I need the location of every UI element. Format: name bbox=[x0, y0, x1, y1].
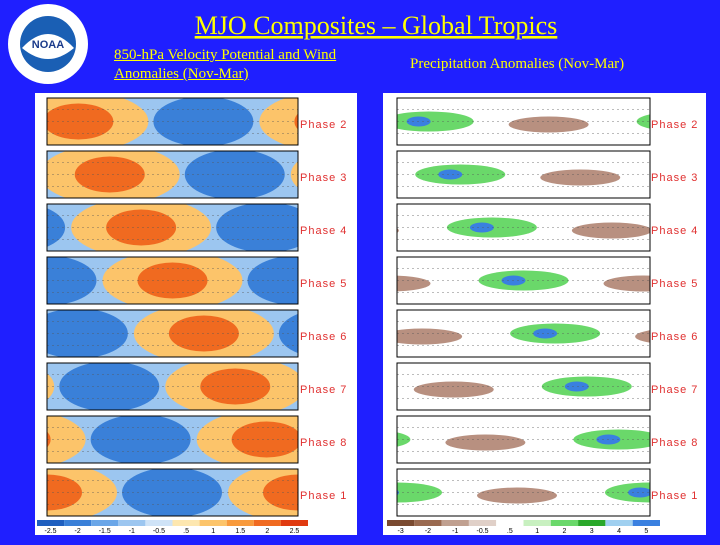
phase-label: Phase 5 bbox=[300, 278, 347, 290]
dry-anomaly bbox=[414, 382, 494, 398]
colorbar-label: 1 bbox=[535, 528, 539, 535]
colorbar-label: -1 bbox=[452, 528, 458, 535]
dry-anomaly bbox=[540, 170, 620, 186]
dry-anomaly bbox=[477, 488, 557, 504]
colorbar-swatch bbox=[605, 520, 632, 526]
phase-label: Phase 6 bbox=[651, 331, 698, 343]
colorbar-label: -3 bbox=[398, 528, 404, 535]
colorbar-label: 1.5 bbox=[235, 528, 245, 535]
colorbar-swatch bbox=[281, 520, 308, 526]
colorbar-label: 5 bbox=[644, 528, 648, 535]
colorbar-swatch bbox=[387, 520, 414, 526]
phase-label: Phase 6 bbox=[300, 331, 347, 343]
colorbar-swatch bbox=[414, 520, 441, 526]
positive-core bbox=[75, 157, 145, 193]
colorbar-swatch bbox=[469, 520, 496, 526]
colorbar-label: -0.5 bbox=[477, 528, 489, 535]
colorbar-swatch bbox=[145, 520, 172, 526]
phase-label: Phase 3 bbox=[651, 172, 698, 184]
colorbar-swatch bbox=[173, 520, 200, 526]
colorbar-label: .5 bbox=[183, 528, 189, 535]
colorbar-swatch bbox=[496, 520, 523, 526]
left-subtitle-box: 850-hPa Velocity Potential and Wind Anom… bbox=[114, 46, 364, 90]
noaa-logo: NOAA bbox=[8, 4, 88, 84]
phase-label: Phase 8 bbox=[300, 437, 347, 449]
left-subtitle: 850-hPa Velocity Potential and Wind Anom… bbox=[114, 46, 364, 84]
phase-label: Phase 7 bbox=[300, 384, 347, 396]
positive-core bbox=[200, 369, 270, 405]
colorbar-label: 2 bbox=[562, 528, 566, 535]
phase-label: Phase 2 bbox=[651, 119, 698, 131]
colorbar-label: -2 bbox=[425, 528, 431, 535]
colorbar-swatch bbox=[551, 520, 578, 526]
dry-anomaly bbox=[445, 435, 525, 451]
phase-label: Phase 1 bbox=[300, 490, 347, 502]
phase-label: Phase 4 bbox=[300, 225, 347, 237]
svg-text:NOAA: NOAA bbox=[32, 39, 64, 51]
colorbar-swatch bbox=[64, 520, 91, 526]
colorbar-swatch bbox=[524, 520, 551, 526]
title: MJO Composites – Global Tropics bbox=[195, 11, 558, 40]
colorbar-label: -2 bbox=[75, 528, 81, 535]
colorbar-label: -0.5 bbox=[153, 528, 165, 535]
right-subtitle: Precipitation Anomalies (Nov-Mar) bbox=[410, 56, 624, 72]
colorbar-swatch bbox=[118, 520, 145, 526]
colorbar-label: .5 bbox=[507, 528, 513, 535]
phase-label: Phase 8 bbox=[651, 437, 698, 449]
negative-anomaly bbox=[91, 415, 191, 465]
colorbar-swatch bbox=[633, 520, 660, 526]
colorbar-swatch bbox=[254, 520, 281, 526]
colorbar-label: 4 bbox=[617, 528, 621, 535]
phase-label: Phase 4 bbox=[651, 225, 698, 237]
phase-label: Phase 2 bbox=[300, 119, 347, 131]
colorbar-label: -2.5 bbox=[45, 528, 57, 535]
colorbar-label: 1 bbox=[211, 528, 215, 535]
colorbar-label: 2 bbox=[265, 528, 269, 535]
colorbar-swatch bbox=[91, 520, 118, 526]
phase-label: Phase 1 bbox=[651, 490, 698, 502]
negative-anomaly bbox=[185, 150, 285, 200]
colorbar-swatch bbox=[578, 520, 605, 526]
positive-core bbox=[106, 210, 176, 246]
colorbar-swatch bbox=[227, 520, 254, 526]
phase-label: Phase 3 bbox=[300, 172, 347, 184]
colorbar-label: 3 bbox=[590, 528, 594, 535]
phase-label: Phase 7 bbox=[651, 384, 698, 396]
colorbar-label: 2.5 bbox=[290, 528, 300, 535]
colorbar-swatch bbox=[37, 520, 64, 526]
dry-anomaly bbox=[572, 223, 652, 239]
colorbar-swatch bbox=[442, 520, 469, 526]
phase-label: Phase 5 bbox=[651, 278, 698, 290]
colorbar-label: -1 bbox=[129, 528, 135, 535]
colorbar-label: -1.5 bbox=[99, 528, 111, 535]
dry-anomaly bbox=[509, 117, 589, 133]
colorbar-swatch bbox=[200, 520, 227, 526]
negative-anomaly bbox=[59, 362, 159, 412]
